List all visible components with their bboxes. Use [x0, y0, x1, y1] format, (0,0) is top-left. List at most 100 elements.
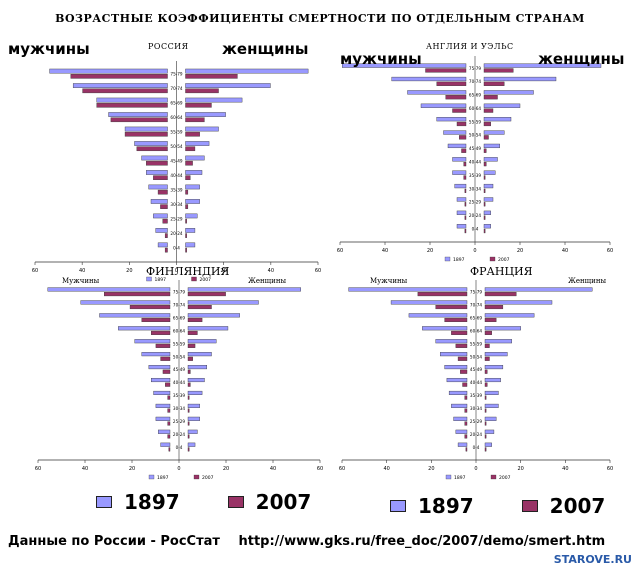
bar-female-1897: [484, 365, 504, 370]
bar-female-2007: [187, 356, 193, 361]
age-label: 20-24: [469, 213, 482, 218]
source-link[interactable]: http://www.gks.ru/free_doc/2007/demo/sme…: [238, 534, 606, 549]
bar-female-1897: [484, 390, 499, 395]
age-label: 65-69: [170, 100, 183, 105]
bar-male-1897: [451, 403, 468, 408]
bar-male-1897: [455, 429, 468, 434]
x-tick-label: 40: [562, 248, 568, 254]
x-tick-label: 20: [220, 268, 226, 274]
bar-female-2007: [185, 117, 205, 123]
bar-male-2007: [464, 421, 468, 426]
bar-female-2007: [187, 343, 196, 348]
bar-male-2007: [464, 408, 468, 413]
bar-female-1897: [185, 242, 196, 248]
bar-male-1897: [420, 103, 467, 108]
bar-male-1897: [150, 377, 171, 383]
age-label: 0-4: [473, 445, 480, 450]
age-label: 45-49: [170, 158, 183, 163]
bar-male-1897: [446, 377, 468, 383]
watermark: STAROVE.RU: [553, 553, 632, 566]
bar-male-1897: [118, 326, 171, 331]
bar-male-2007: [167, 395, 171, 400]
bar-female-1897: [185, 83, 271, 88]
bar-male-2007: [464, 202, 467, 207]
bar-female-1897: [484, 352, 508, 357]
bar-male-2007: [459, 135, 467, 140]
inner-legend-swatch-1897: [146, 276, 152, 282]
age-label: 20-24: [173, 432, 186, 437]
bar-female-1897: [484, 377, 501, 383]
age-label: 50-54: [173, 354, 186, 359]
bar-male-2007: [155, 343, 171, 348]
age-label: 25-29: [173, 419, 186, 424]
bar-male-2007: [464, 215, 467, 220]
bar-female-2007: [483, 228, 486, 234]
bar-male-2007: [463, 175, 467, 180]
x-tick-label: 60: [607, 248, 613, 254]
bar-male-2007: [160, 204, 168, 209]
age-label: 25-29: [469, 200, 482, 205]
bar-male-2007: [425, 68, 467, 73]
country-title-russia: РОССИЯ: [148, 42, 189, 51]
inner-legend-swatch-2007: [490, 474, 497, 480]
bar-female-2007: [185, 88, 219, 94]
bar-male-1897: [148, 365, 171, 370]
bar-female-1897: [185, 184, 200, 190]
legend-swatch-1897: [96, 496, 112, 508]
inner-legend-1897: 1897: [155, 277, 167, 283]
bar-male-1897: [155, 228, 168, 233]
age-label: 30-34: [470, 406, 483, 411]
bar-female-2007: [484, 395, 487, 400]
bar-male-1897: [96, 97, 168, 103]
legend-left: 1897 2007: [96, 490, 359, 514]
bar-female-1897: [185, 170, 203, 175]
x-tick-label: 40: [382, 248, 388, 254]
bar-male-1897: [391, 76, 467, 82]
inner-legend-swatch-1897: [148, 474, 155, 480]
x-tick-label: 60: [317, 466, 323, 472]
bar-male-1897: [453, 416, 468, 421]
bar-female-1897: [185, 126, 219, 132]
bar-male-2007: [168, 447, 171, 452]
page-title: ВОЗРАСТНЫЕ КОЭФФИЦИЕНТЫ СМЕРТНОСТИ ПО ОТ…: [55, 12, 585, 25]
age-label: 70-74: [469, 79, 482, 84]
bar-female-1897: [483, 170, 496, 175]
bar-female-1897: [185, 213, 198, 219]
age-label: 65-69: [173, 315, 186, 320]
bar-female-2007: [187, 395, 190, 400]
bar-female-1897: [187, 339, 217, 344]
bar-female-2007: [484, 421, 487, 426]
bar-female-1897: [484, 403, 499, 408]
bar-male-1897: [390, 300, 468, 305]
bar-female-2007: [484, 356, 490, 361]
country-title-england: АНГЛИЯ И УЭЛЬС: [426, 42, 514, 51]
bar-female-1897: [484, 313, 535, 318]
age-label: 25-29: [470, 419, 483, 424]
bar-male-1897: [49, 68, 168, 74]
bar-female-1897: [483, 143, 500, 149]
bar-female-2007: [185, 247, 187, 253]
bar-male-1897: [150, 199, 168, 204]
bar-male-1897: [153, 390, 171, 395]
bar-female-2007: [483, 81, 505, 86]
bar-male-2007: [464, 395, 468, 400]
x-tick-label: 20: [517, 248, 523, 254]
bar-male-1897: [439, 352, 468, 357]
bar-male-1897: [157, 242, 168, 248]
bar-male-1897: [457, 442, 468, 447]
age-label: 75-79: [173, 290, 186, 295]
bar-female-1897: [187, 390, 203, 395]
legend-item-2007-left: 2007: [227, 490, 311, 514]
age-label: 50-54: [470, 354, 483, 359]
legend-item-1897-left: 1897: [96, 490, 180, 514]
bar-female-1897: [187, 365, 207, 370]
bar-female-1897: [484, 416, 497, 421]
bar-male-2007: [463, 162, 467, 167]
x-tick-label: 60: [35, 466, 41, 472]
bar-male-2007: [457, 356, 468, 361]
bar-female-2007: [185, 131, 200, 137]
bar-female-2007: [483, 121, 491, 127]
age-label: 35-39: [469, 173, 482, 178]
bar-female-1897: [185, 68, 309, 74]
bar-female-1897: [483, 130, 505, 135]
